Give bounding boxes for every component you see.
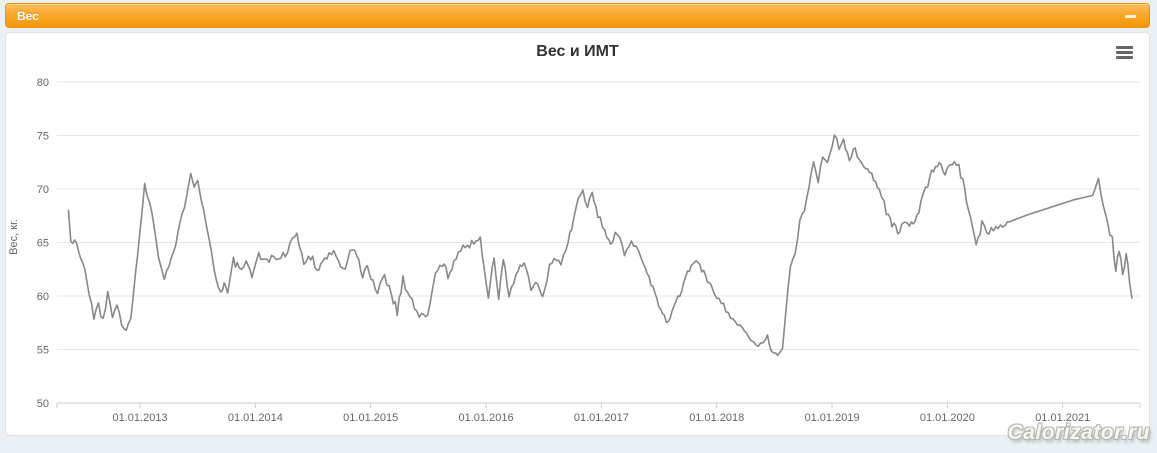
x-tick-label-01.01.2016: 01.01.2016	[459, 412, 514, 424]
x-tick-label-01.01.2017: 01.01.2017	[574, 412, 629, 424]
y-tick-label-65: 65	[37, 238, 49, 250]
section-title: Вес	[17, 9, 39, 23]
chart-title: Вес и ИМТ	[536, 43, 619, 60]
chart-plot-area[interactable]: 80 75 70 65 60 55 50 01.01.2013 01.01.2014 01.01.…	[6, 33, 1151, 437]
weight-series-line[interactable]	[67, 134, 1133, 357]
x-tick-label-01.01.2013: 01.01.2013	[113, 412, 168, 424]
y-tick-label-70: 70	[37, 184, 49, 196]
y-tick-label-55: 55	[37, 345, 49, 357]
y-tick-label-75: 75	[37, 131, 49, 143]
x-tick-label-01.01.2018: 01.01.2018	[689, 412, 744, 424]
x-tick-label-01.01.2021: 01.01.2021	[1035, 412, 1090, 424]
y-tick-label-60: 60	[37, 291, 49, 303]
y-tick-label-80: 80	[37, 77, 49, 89]
collapse-minus-icon[interactable]	[1125, 15, 1136, 18]
weight-section-header[interactable]: Вес	[5, 3, 1150, 28]
x-tick-label-01.01.2014: 01.01.2014	[228, 412, 283, 424]
x-tick-label-01.01.2020: 01.01.2020	[920, 412, 975, 424]
y-tick-label-50: 50	[37, 398, 49, 410]
x-tick-label-01.01.2015: 01.01.2015	[343, 412, 398, 424]
export-hamburger-icon[interactable]	[1116, 46, 1133, 59]
x-tick-label-01.01.2019: 01.01.2019	[805, 412, 860, 424]
chart-panel: Вес и ИМТ Вес, кг. 80 75 70 65 60 55 50 01.01.2…	[5, 32, 1150, 436]
